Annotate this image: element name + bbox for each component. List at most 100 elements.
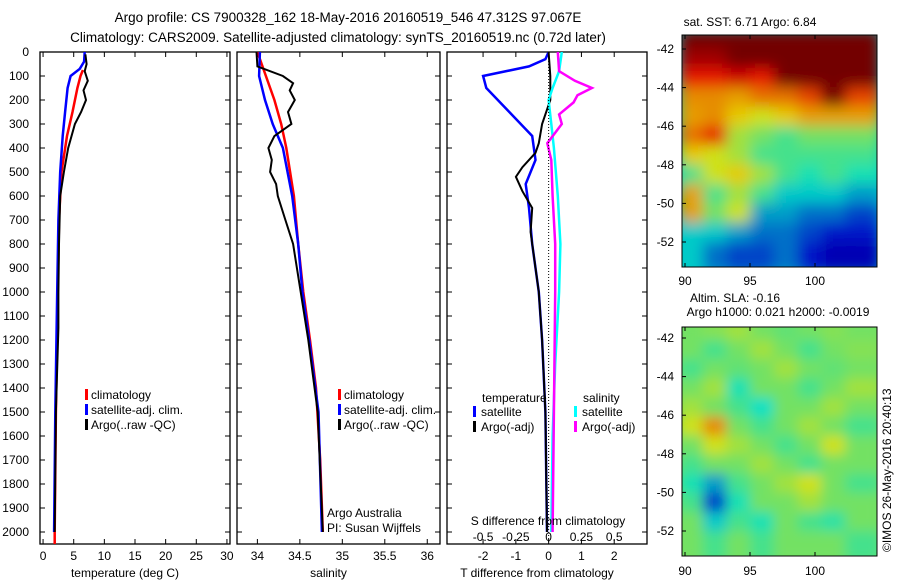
y-tick-label: 800 [9, 237, 29, 251]
x-tick-label: -2 [478, 549, 489, 563]
x-tick-label: 35 [336, 549, 350, 563]
legend-label: satellite [481, 405, 522, 419]
heatmap-cell [845, 241, 877, 267]
legend-swatch [85, 404, 88, 415]
x-tick-label: 100 [805, 274, 825, 288]
legend-swatch [473, 406, 476, 417]
x-tick-label: 100 [805, 564, 825, 578]
legend-swatch [338, 419, 341, 430]
legend-swatch [338, 404, 341, 415]
legend-label: Argo(-adj) [481, 420, 534, 434]
y-tick-label: 1800 [2, 477, 29, 491]
y-tick-label: 1500 [2, 405, 29, 419]
y-tick-label: -48 [657, 158, 675, 172]
y-tick-label: -52 [657, 235, 675, 249]
x-tick-label: 0 [40, 549, 47, 563]
sst-map: 90 95 100 -42 -44 -46 -48 -50 -52 sat. SST: 6.71 … [657, 15, 878, 288]
y-tick-label: 100 [9, 69, 29, 83]
map-frame [681, 34, 878, 268]
series-line-satellite-adj-clim- [52, 52, 86, 533]
series-line-t-argo-adj- [514, 52, 552, 533]
x-tick-label: 30 [220, 549, 234, 563]
s-tick-label: 0.25 [570, 530, 594, 544]
top-axis-label: S difference from climatology [471, 514, 626, 528]
s-tick-label: -0.25 [502, 530, 530, 544]
annotation-pi: PI: Susan Wijffels [327, 521, 421, 535]
series-line-s-argo-adj- [545, 52, 595, 533]
legend-swatch [85, 389, 88, 400]
map-subtitle: Argo h1000: 0.021 h2000: -0.0019 [687, 305, 870, 319]
legend-swatch [574, 406, 577, 417]
legend-label: satellite [582, 405, 623, 419]
y-tick-label: 700 [9, 213, 29, 227]
y-tick-label: 1100 [3, 309, 29, 323]
legend-label: climatology [344, 388, 404, 402]
y-tick-label: -46 [657, 119, 675, 133]
x-tick-label: 15 [128, 549, 142, 563]
map-frame [681, 326, 878, 557]
x-tick-label: 34 [251, 549, 265, 563]
x-tick-label: 5 [70, 549, 77, 563]
s-tick-label: 0 [545, 530, 552, 544]
legend-label: satellite-adj. clim. [344, 403, 436, 417]
x-tick-label: 1 [578, 549, 585, 563]
legend-label: Argo(-adj) [582, 420, 635, 434]
y-tick-label: 300 [9, 117, 29, 131]
x-axis-label: temperature (deg C) [71, 566, 179, 580]
x-axis-label: salinity [310, 566, 347, 580]
x-tick-label: 10 [98, 549, 112, 563]
temperature-profile-panel: 0100200300400500600700800900100011001200… [2, 45, 234, 580]
y-tick-label: -52 [657, 524, 675, 538]
x-tick-label: 95 [743, 564, 757, 578]
x-axis-label: T difference from climatology [460, 566, 614, 580]
x-tick-label: 90 [678, 564, 692, 578]
legend-header-temperature: temperature [482, 391, 547, 405]
map-title: sat. SST: 6.71 Argo: 6.84 [684, 15, 817, 29]
title-line-1: Argo profile: CS 7900328_162 18-May-2016… [115, 10, 582, 25]
y-tick-label: 2000 [2, 525, 29, 539]
x-tick-label: 0 [545, 549, 552, 563]
legend-label: Argo(..raw -QC) [344, 418, 429, 432]
y-tick-label: -44 [657, 81, 675, 95]
legend-swatch [338, 389, 341, 400]
x-tick-label: 90 [678, 274, 692, 288]
legend-swatch [574, 421, 577, 432]
series-line-argo-raw-qc- [255, 52, 324, 533]
annotation-institution: Argo Australia [327, 506, 402, 520]
y-tick-label: 1200 [2, 333, 29, 347]
title-line-2: Climatology: CARS2009. Satellite-adjuste… [70, 30, 606, 45]
s-tick-label: -0.5 [473, 530, 494, 544]
y-tick-label: 1900 [2, 501, 29, 515]
salinity-profile-panel: 34 34.5 35 35.5 36 salinity climatologysatelli… [236, 51, 441, 580]
legend-header-salinity: salinity [583, 391, 620, 405]
map-title: Altim. SLA: -0.16 [690, 291, 780, 305]
copyright-text: ©IMOS 26-May-2016 20:40:13 [880, 388, 894, 552]
x-tick-label: 36 [421, 549, 435, 563]
heatmap-cell [845, 530, 877, 556]
y-tick-label: -50 [657, 485, 675, 499]
y-tick-label: 400 [9, 141, 29, 155]
x-tick-label: -1 [511, 549, 522, 563]
heatmap-cells [682, 327, 877, 556]
axes-frame [446, 51, 648, 545]
y-tick-label: 1700 [2, 453, 29, 467]
x-tick-label: 35.5 [373, 549, 397, 563]
x-tick-label: 2 [611, 549, 618, 563]
legend-label: Argo(..raw -QC) [91, 418, 176, 432]
x-tick-label: 34.5 [288, 549, 312, 563]
legend-label: climatology [91, 388, 151, 402]
axes-frame [236, 51, 441, 545]
y-tick-label: 500 [9, 165, 29, 179]
y-tick-label: 1600 [2, 429, 29, 443]
y-tick-label: -48 [657, 447, 675, 461]
x-tick-label: 95 [743, 274, 757, 288]
s-tick-label: 0.5 [606, 530, 623, 544]
legend-label: satellite-adj. clim. [91, 403, 183, 417]
y-tick-label: 1000 [2, 285, 29, 299]
y-tick-label: 1400 [2, 381, 29, 395]
sla-map: 90 95 100 -42 -44 -46 -48 -50 -52 Altim. SLA: -0.… [657, 291, 878, 578]
y-tick-label: 1300 [2, 357, 29, 371]
y-tick-label: 200 [9, 93, 29, 107]
y-tick-label: 600 [9, 189, 29, 203]
